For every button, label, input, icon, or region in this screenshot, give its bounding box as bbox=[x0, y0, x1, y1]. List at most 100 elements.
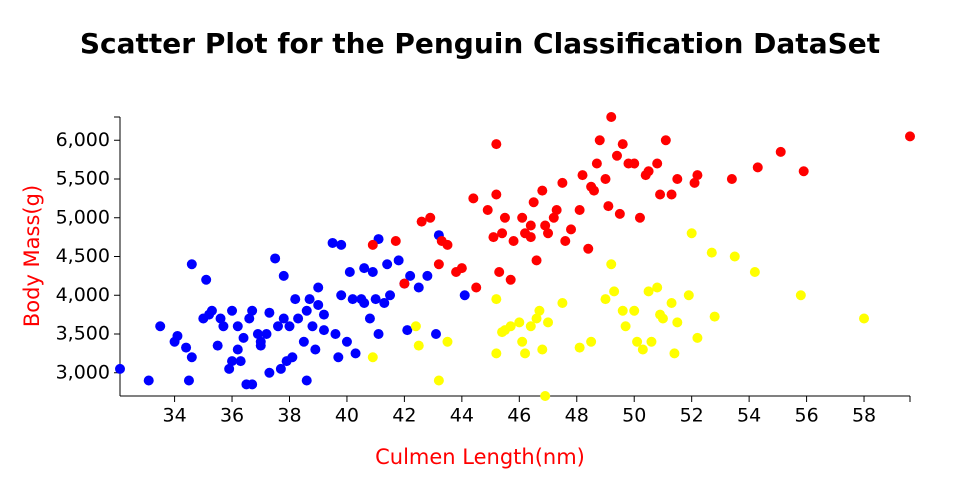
x-tick-label: 36 bbox=[220, 405, 244, 427]
x-tick-label: 56 bbox=[794, 405, 818, 427]
point bbox=[413, 340, 424, 351]
point bbox=[356, 294, 367, 305]
point bbox=[367, 267, 378, 277]
x-tick-label: 38 bbox=[277, 405, 301, 427]
point bbox=[531, 313, 542, 324]
point bbox=[726, 174, 737, 184]
point bbox=[405, 270, 416, 281]
point bbox=[410, 321, 421, 332]
point bbox=[528, 197, 539, 208]
point bbox=[525, 321, 536, 332]
point bbox=[537, 344, 548, 355]
point bbox=[540, 220, 551, 231]
x-axis-label: Culmen Length(nm) bbox=[375, 445, 585, 469]
x-tick-label: 34 bbox=[162, 405, 186, 427]
point bbox=[594, 135, 605, 146]
point bbox=[341, 336, 352, 347]
point bbox=[232, 344, 243, 355]
point bbox=[566, 224, 577, 235]
point bbox=[255, 336, 266, 347]
point bbox=[155, 321, 166, 332]
point bbox=[709, 311, 720, 322]
point bbox=[350, 348, 361, 359]
point bbox=[393, 255, 404, 266]
point bbox=[367, 352, 378, 363]
point bbox=[692, 170, 703, 181]
point bbox=[416, 216, 427, 227]
point bbox=[270, 253, 281, 264]
point bbox=[442, 239, 453, 250]
point bbox=[313, 282, 324, 293]
point bbox=[201, 274, 212, 285]
point bbox=[525, 232, 536, 243]
x-tick-label: 44 bbox=[450, 405, 474, 427]
x-tick-label: 40 bbox=[335, 405, 359, 427]
point bbox=[606, 259, 617, 270]
point bbox=[514, 317, 525, 328]
point bbox=[181, 342, 192, 353]
point bbox=[683, 290, 694, 301]
point bbox=[431, 329, 441, 339]
point bbox=[290, 294, 301, 305]
point bbox=[614, 208, 625, 219]
point bbox=[313, 299, 324, 310]
x-tick-label: 46 bbox=[507, 405, 531, 427]
point bbox=[591, 158, 602, 169]
point bbox=[456, 263, 467, 274]
point bbox=[752, 162, 763, 173]
point bbox=[212, 340, 223, 351]
point bbox=[235, 356, 246, 367]
point bbox=[643, 166, 654, 177]
point bbox=[540, 391, 551, 401]
point bbox=[459, 290, 470, 301]
point bbox=[402, 325, 413, 336]
point bbox=[603, 201, 614, 212]
point bbox=[557, 177, 568, 188]
point bbox=[252, 329, 263, 339]
point bbox=[273, 321, 283, 332]
point bbox=[560, 236, 571, 246]
point bbox=[115, 363, 125, 374]
point bbox=[586, 336, 597, 347]
point bbox=[669, 348, 680, 359]
point bbox=[143, 375, 154, 386]
point bbox=[505, 321, 516, 332]
point bbox=[247, 305, 258, 316]
point bbox=[336, 239, 347, 250]
y-tick-label: 3,500 bbox=[56, 323, 110, 345]
point bbox=[574, 342, 585, 353]
point bbox=[284, 321, 295, 332]
point bbox=[491, 139, 502, 150]
point bbox=[186, 259, 197, 270]
point bbox=[491, 189, 502, 200]
point bbox=[551, 205, 562, 215]
point bbox=[186, 352, 197, 363]
point bbox=[382, 259, 393, 270]
point bbox=[611, 150, 622, 161]
point bbox=[367, 239, 378, 250]
point bbox=[574, 205, 585, 215]
point bbox=[672, 317, 683, 328]
point bbox=[399, 278, 410, 289]
point bbox=[333, 352, 344, 363]
point bbox=[413, 282, 424, 293]
point bbox=[672, 174, 683, 184]
y-tick-label: 3,000 bbox=[56, 361, 110, 383]
point bbox=[548, 212, 559, 223]
point bbox=[183, 375, 194, 386]
point bbox=[655, 309, 666, 320]
point bbox=[905, 131, 915, 142]
point bbox=[344, 267, 355, 277]
point bbox=[215, 313, 226, 324]
point bbox=[634, 212, 645, 223]
point bbox=[520, 348, 531, 359]
point bbox=[497, 228, 508, 239]
point bbox=[304, 294, 315, 305]
point bbox=[336, 290, 347, 301]
point bbox=[491, 348, 502, 359]
point bbox=[264, 367, 275, 378]
point bbox=[666, 298, 677, 308]
point bbox=[499, 212, 510, 223]
point bbox=[373, 329, 384, 339]
